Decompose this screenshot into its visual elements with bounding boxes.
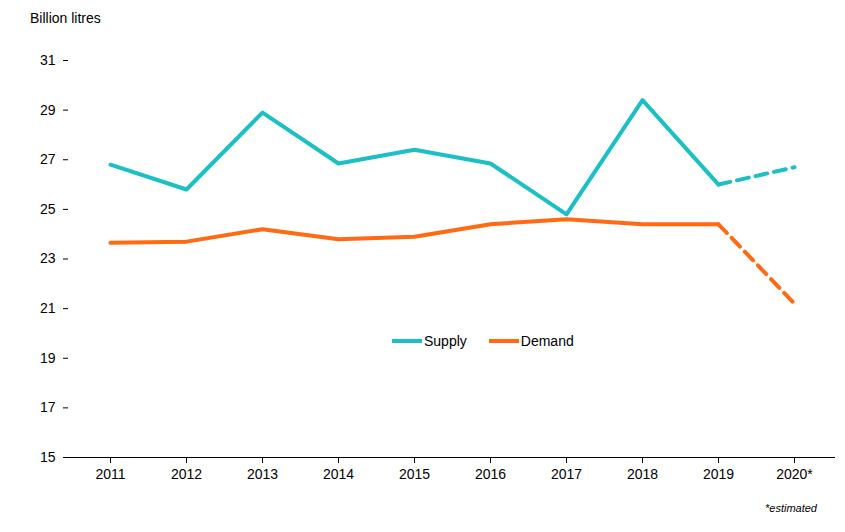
svg-text:2018: 2018 — [627, 466, 658, 482]
svg-text:2012: 2012 — [171, 466, 202, 482]
svg-text:15: 15 — [40, 449, 56, 465]
svg-text:25: 25 — [40, 201, 56, 217]
svg-text:2016: 2016 — [475, 466, 506, 482]
svg-text:19: 19 — [40, 350, 56, 366]
html-text:Demand: Demand — [520, 333, 574, 349]
svg-text:2014: 2014 — [323, 466, 354, 482]
svg-text:29: 29 — [40, 102, 56, 118]
svg-text:2019: 2019 — [703, 466, 734, 482]
svg-text:2015: 2015 — [399, 466, 430, 482]
html-text:*estimated: *estimated — [765, 502, 817, 514]
svg-text:2020*: 2020* — [776, 466, 813, 482]
svg-text:27: 27 — [40, 151, 56, 167]
svg-text:21: 21 — [40, 300, 56, 316]
svg-text:2011: 2011 — [95, 466, 125, 482]
svg-text:2013: 2013 — [247, 466, 278, 482]
svg-text:23: 23 — [40, 250, 56, 266]
svg-text:31: 31 — [40, 52, 56, 68]
svg-text:17: 17 — [40, 399, 56, 415]
html-text:Billion litres: Billion litres — [30, 10, 101, 26]
html-text:Supply: Supply — [424, 333, 467, 349]
svg-text:2017: 2017 — [551, 466, 582, 482]
